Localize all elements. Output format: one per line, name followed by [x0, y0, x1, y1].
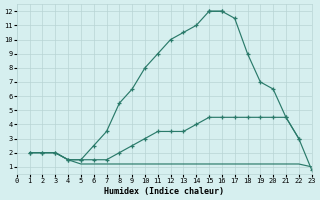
X-axis label: Humidex (Indice chaleur): Humidex (Indice chaleur) [104, 187, 224, 196]
